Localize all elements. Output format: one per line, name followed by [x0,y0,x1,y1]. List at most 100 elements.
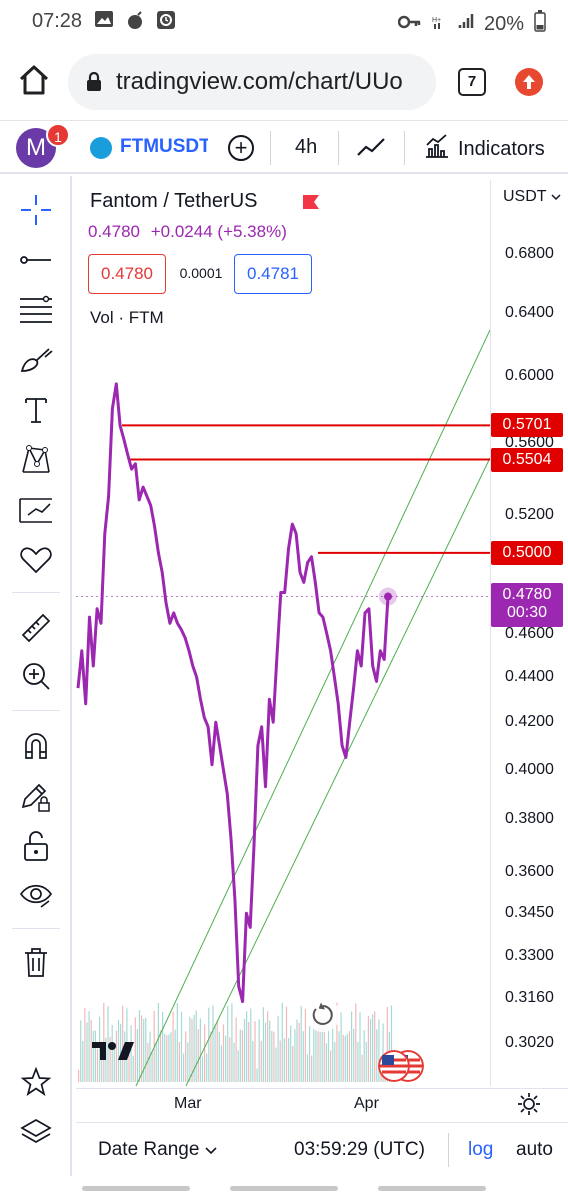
price-axis-label: 0.4000 [505,760,554,778]
volume-bar [390,1005,393,1082]
indicators-button[interactable]: Indicators [424,133,545,165]
symbol-title[interactable]: Fantom / TetherUS [90,190,258,212]
currency-label: USDT [503,188,547,205]
time-label-mar: Mar [174,1095,202,1112]
legend-values: 0.4780 +0.0244 (+5.38%) [88,222,287,242]
price-axis[interactable]: USDT 0.6800 0.6400 0.6000 0.5600 0.5200 0.460… [490,180,568,1086]
volume-bar [269,1020,271,1082]
price-chart[interactable] [76,180,490,1086]
us-flag-icon[interactable] [378,1050,410,1082]
volume-bar [330,1050,332,1082]
ruler-icon[interactable] [16,608,56,648]
volume-bar [187,1042,189,1082]
lock-icon [86,71,102,97]
auto-scale-toggle[interactable]: auto [516,1139,553,1160]
eye-icon[interactable] [16,876,56,916]
volume-bar [130,1025,132,1082]
trend-line-icon[interactable] [16,240,56,280]
volume-bar [113,1046,115,1082]
wifi-icon: H+ [432,13,448,36]
time-axis[interactable]: Mar Apr [76,1088,568,1120]
volume-bar [80,1020,82,1082]
buy-button[interactable]: 0.4781 [234,254,312,294]
chart-type-icon[interactable] [356,135,386,166]
clock-app-icon [156,10,176,36]
nav-gesture-bar[interactable] [230,1186,338,1191]
symbol-search-button[interactable]: FTMUSDT [120,136,208,157]
fib-retracement-icon[interactable] [16,290,56,330]
volume-bar [382,1023,384,1082]
volume-bar [210,1031,212,1082]
volume-bar [128,1053,130,1082]
volume-bar [332,1010,334,1082]
volume-bar [227,1005,229,1082]
log-scale-toggle[interactable]: log [468,1139,494,1160]
volume-bar [327,1030,330,1082]
volume-bar [311,1055,313,1082]
legend-change: +0.0244 [150,222,213,241]
volume-bar [78,1070,80,1082]
address-bar[interactable]: tradingview.com/chart/UUo [68,54,436,110]
volume-bar [325,1043,327,1082]
volume-bar [168,1034,170,1082]
volume-bar [361,1054,363,1082]
nav-gesture-bar[interactable] [378,1186,486,1191]
url-text[interactable]: tradingview.com/chart/UUo [116,68,403,95]
volume-bar [294,1029,296,1082]
date-range-button[interactable]: Date Range [98,1139,217,1161]
volume-bar [317,1009,319,1082]
volume-bar [290,1025,292,1082]
settings-gear-icon[interactable] [516,1091,542,1122]
interval-button[interactable]: 4h [295,136,318,158]
volume-bar [365,1042,367,1082]
date-range-label: Date Range [98,1139,200,1160]
update-icon[interactable] [515,68,543,96]
volume-bar [229,1037,231,1082]
crosshair-icon[interactable] [16,190,56,230]
tab-switcher-button[interactable]: 7 [458,68,486,96]
volume-legend[interactable]: Vol · FTM [90,308,164,327]
utc-clock[interactable]: 03:59:29 (UTC) [294,1139,425,1160]
reset-chart-icon[interactable] [306,998,340,1032]
svg-text:H+: H+ [432,17,441,24]
volume-bar [214,1024,216,1082]
star-icon[interactable] [16,1062,56,1102]
prediction-tool-icon[interactable] [16,490,56,530]
volume-bar [162,1012,164,1082]
home-icon[interactable] [16,62,52,98]
trash-icon[interactable] [16,942,56,982]
volume-bar [378,1019,380,1082]
channel-line-upper[interactable] [135,329,490,1086]
volume-bar [304,1009,306,1082]
volume-bar [92,1030,94,1082]
add-symbol-button[interactable]: + [228,135,254,161]
volume-bar [237,1050,239,1082]
tradingview-logo-icon[interactable] [92,1040,134,1067]
flag-icon[interactable] [302,194,320,215]
volume-bar [248,1022,250,1082]
status-icons-left [94,10,176,36]
unlock-icon[interactable] [16,826,56,866]
volume-bar [235,1017,237,1082]
nav-gesture-bar[interactable] [82,1186,190,1191]
zoom-in-icon[interactable] [16,656,56,696]
price-axis-label: 0.3160 [505,989,554,1007]
text-tool-icon[interactable] [16,390,56,430]
magnet-icon[interactable] [16,726,56,766]
favorites-heart-icon[interactable] [16,540,56,580]
layers-icon[interactable] [16,1112,56,1152]
volume-bar [296,1019,298,1082]
volume-bar [101,1041,103,1082]
volume-bar [298,1022,300,1082]
channel-line-lower[interactable] [185,457,490,1086]
chart-pane[interactable]: Fantom / TetherUS 0.4780 +0.0244 (+5.38%… [76,180,490,1086]
brush-icon[interactable] [16,340,56,380]
pattern-tool-icon[interactable] [16,440,56,480]
volume-bar [216,1020,218,1082]
bottom-bar: Date Range 03:59:29 (UTC) log auto [76,1122,568,1178]
sell-button[interactable]: 0.4780 [88,254,166,294]
bottom-divider [448,1133,449,1167]
lock-drawing-pencil-icon[interactable] [16,776,56,816]
currency-selector[interactable]: USDT [503,188,561,206]
bar-countdown: 00:30 [506,603,548,621]
